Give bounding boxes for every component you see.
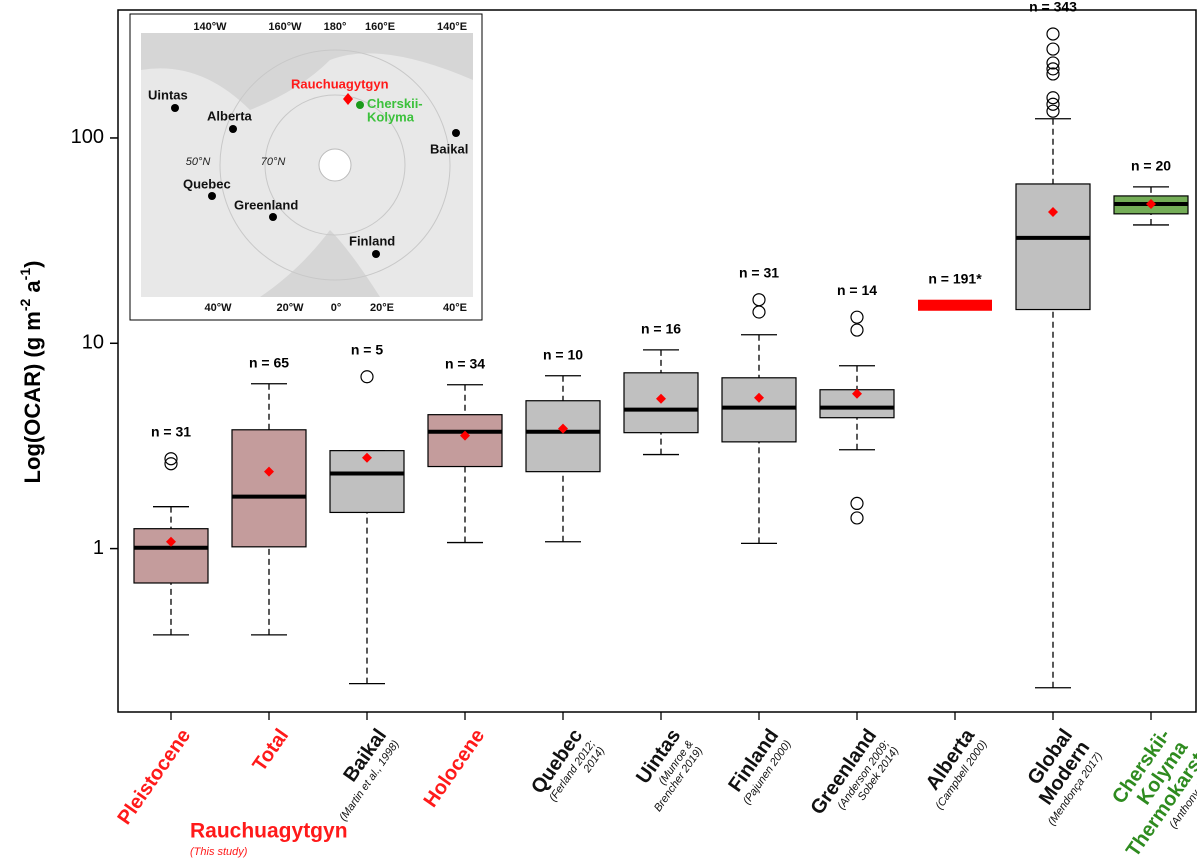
site-label: Uintas	[148, 87, 188, 102]
lon-label: 160°E	[365, 21, 395, 33]
group-note: (This study)	[190, 846, 248, 858]
inset-map: 140°W 160°W 180° 160°E 140°E 40°W 20°W 0…	[129, 13, 483, 321]
site-label: Finland	[349, 233, 395, 248]
mean-marker	[460, 430, 470, 441]
outlier	[1046, 62, 1060, 76]
lon-label: 0°	[331, 302, 342, 314]
lon-label: 140°E	[437, 21, 467, 33]
lat-label: 70°N	[261, 156, 286, 168]
site-marker	[208, 192, 216, 200]
lon-label: 160°W	[268, 21, 302, 33]
mean-marker	[1048, 206, 1058, 217]
lon-label: 140°W	[193, 21, 227, 33]
n-label: n = 10	[543, 346, 583, 362]
site-label: Greenland	[234, 197, 298, 212]
box	[525, 400, 601, 473]
n-label: n = 20	[1131, 158, 1171, 174]
n-label: n = 14	[837, 282, 877, 298]
mean-marker	[558, 423, 568, 434]
mean-marker	[166, 536, 176, 547]
mean-marker	[754, 392, 764, 403]
graticule	[219, 49, 451, 281]
box	[721, 377, 797, 443]
box	[623, 372, 699, 434]
mean-marker	[656, 393, 666, 404]
outlier	[164, 452, 178, 466]
lon-label: 40°W	[204, 302, 232, 314]
outlier	[1046, 104, 1060, 118]
site-marker	[229, 125, 237, 133]
outlier	[1046, 67, 1060, 81]
mean-marker	[1146, 198, 1156, 209]
lon-label: 20°W	[276, 302, 304, 314]
lon-label: 40°E	[443, 302, 467, 314]
y-axis-title-part: Log(OCAR) (g m	[20, 311, 45, 483]
x-tick-label: Cherskii-KolymaThermokarst	[1088, 725, 1197, 861]
highlight-label: Rauchuagytgyn	[291, 76, 389, 91]
x-tick-label: Pleistocene	[114, 725, 196, 829]
outlier	[1046, 91, 1060, 105]
site-label: Quebec	[183, 176, 231, 191]
y-axis-title-part: )	[20, 261, 45, 268]
pole	[318, 148, 352, 182]
n-label: n = 343	[1029, 0, 1077, 15]
outlier	[1046, 27, 1060, 41]
highlight-marker	[343, 93, 353, 105]
y-axis-title: Log(OCAR) (g m-2 a-1)	[17, 261, 45, 484]
outlier	[850, 496, 864, 511]
outlier	[1046, 56, 1060, 70]
box	[918, 299, 992, 311]
y-axis-title-part: -2	[17, 298, 33, 311]
mean-marker	[362, 452, 372, 463]
outlier	[1046, 97, 1060, 111]
y-tick-label: 100	[71, 126, 104, 148]
site-label: Alberta	[207, 108, 253, 123]
n-label: n = 5	[351, 341, 384, 357]
mean-marker	[264, 466, 274, 477]
x-tick-label: Total	[249, 725, 294, 776]
site-marker	[269, 213, 277, 221]
site-label: Baikal	[430, 141, 468, 156]
y-tick-label: 1	[93, 537, 104, 559]
outlier	[360, 370, 374, 384]
lon-label: 20°E	[370, 302, 394, 314]
n-label: n = 191*	[928, 270, 982, 286]
n-label: n = 65	[249, 354, 289, 370]
lat-label: 50°N	[186, 156, 211, 168]
n-label: n = 31	[739, 264, 779, 280]
n-label: n = 16	[641, 321, 681, 337]
site-marker	[452, 129, 460, 137]
n-label: n = 31	[151, 423, 191, 439]
outlier	[752, 293, 766, 307]
land	[141, 53, 473, 298]
mean-marker	[852, 388, 862, 399]
outlier	[850, 323, 864, 337]
n-label: n = 34	[445, 355, 485, 371]
site-marker	[372, 250, 380, 258]
box	[231, 429, 307, 548]
lon-label: 180°	[324, 21, 347, 33]
y-axis-title-part: -1	[17, 268, 33, 281]
outlier	[850, 511, 864, 525]
comparison-marker	[356, 101, 364, 109]
plot-frame	[117, 9, 1197, 713]
y-tick-label: 10	[82, 332, 104, 354]
group-label: Rauchuagytgyn	[190, 820, 348, 843]
graticule	[264, 94, 406, 236]
outlier	[752, 305, 766, 319]
box	[1015, 183, 1091, 311]
y-axis-title-part: a	[20, 280, 45, 299]
site-marker	[171, 104, 179, 112]
outlier	[164, 457, 178, 471]
comparison-label: Cherskii-Kolyma	[367, 96, 423, 125]
outlier	[1046, 42, 1060, 56]
outlier	[850, 310, 864, 324]
x-tick-label: Holocene	[420, 725, 490, 811]
